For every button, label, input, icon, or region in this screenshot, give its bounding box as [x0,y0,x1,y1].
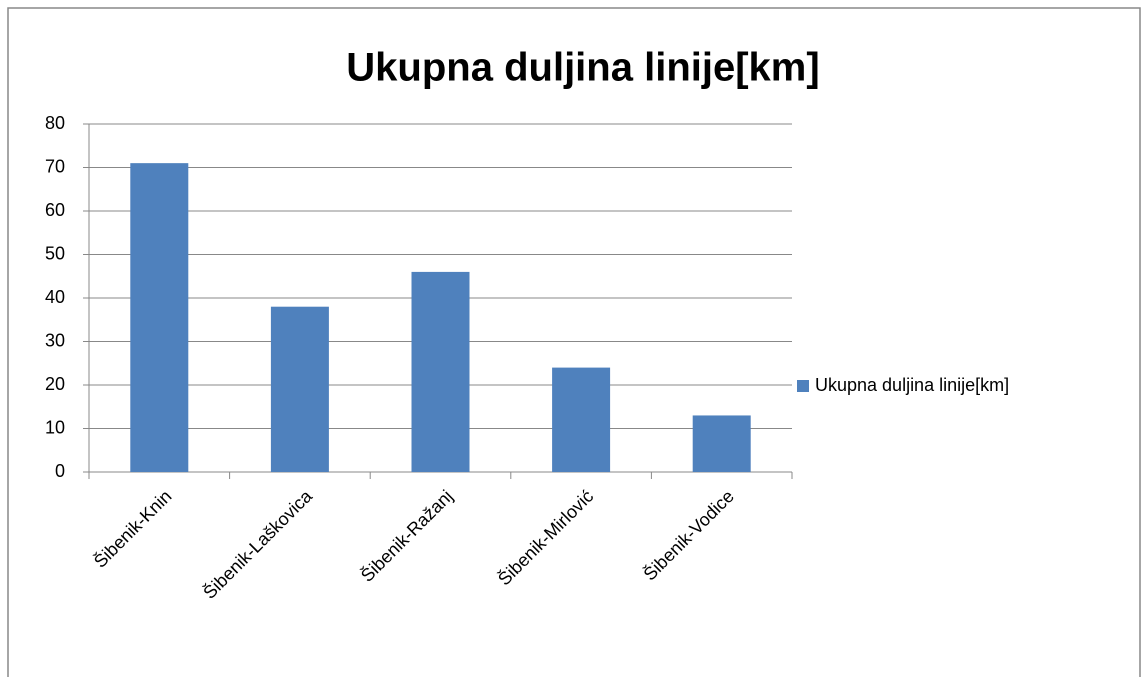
y-tick-label: 10 [45,417,65,437]
chart-frame [7,7,1141,677]
x-tick-label: Šibenik-Laškovica [199,485,317,603]
bar [270,306,329,472]
y-tick-label: 60 [45,200,65,220]
y-tick-label: 30 [45,330,65,350]
bar [130,163,189,472]
x-tick-label: Šibenik-Mirlović [493,485,597,589]
y-tick-label: 40 [45,287,65,307]
x-tick-label: Šibenik-Vodice [639,485,738,584]
y-tick-label: 80 [45,113,65,133]
bar [552,367,611,472]
y-tick-label: 0 [55,461,65,481]
x-tick-label: Šibenik-Knin [89,485,175,571]
bar [411,271,470,472]
legend-swatch [797,380,809,392]
chart-title: Ukupna duljina linije[km] [346,46,819,90]
y-tick-label: 50 [45,243,65,263]
y-tick-label: 20 [45,374,65,394]
legend-label: Ukupna duljina linije[km] [815,375,1009,395]
x-tick-label: Šibenik-Ražanj [356,485,456,585]
y-tick-label: 70 [45,156,65,176]
bar [692,415,751,472]
